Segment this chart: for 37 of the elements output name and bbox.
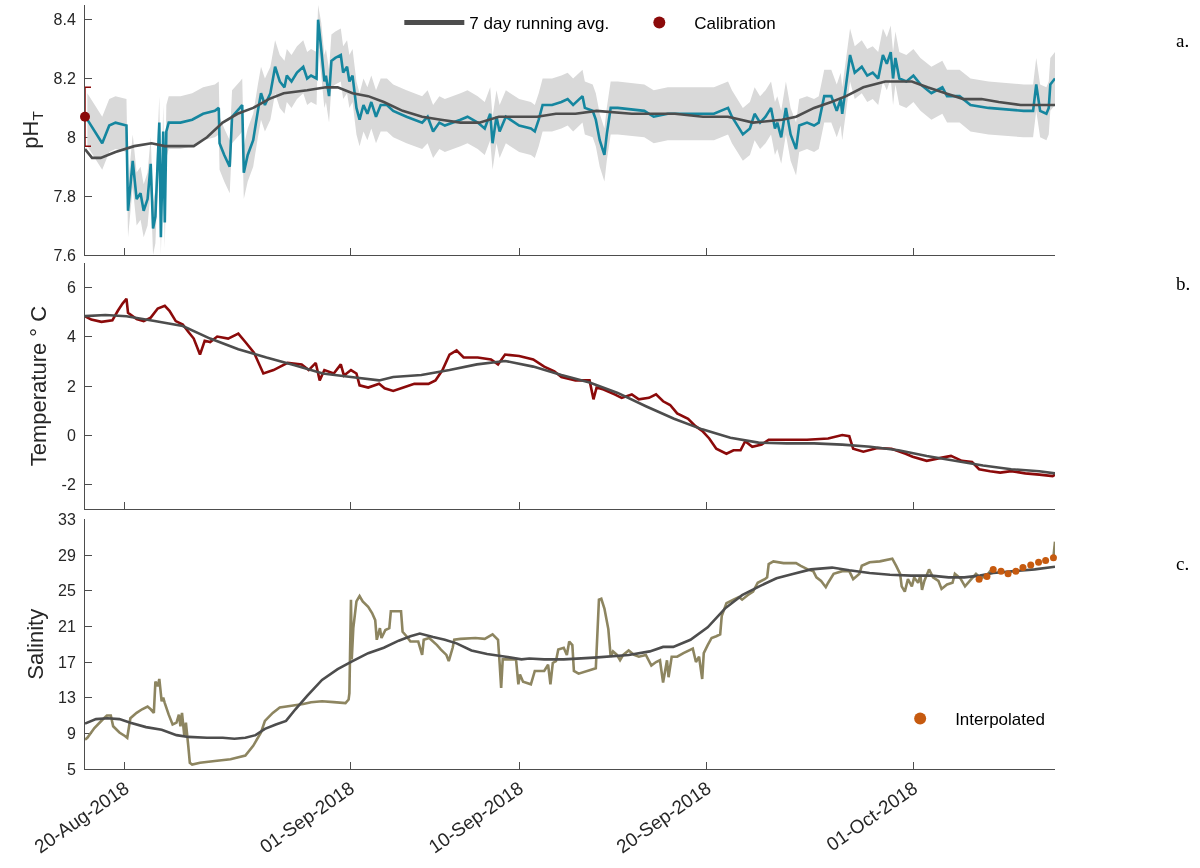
y-tick-label: 21 [58,618,76,636]
legend-label: Calibration [694,14,776,34]
y-tick-label: 8.4 [53,11,76,29]
y-tick-label: 6 [66,279,76,297]
text: c. [1176,553,1190,574]
y-tick-label: 5 [66,760,76,778]
y-tick-label: 13 [58,689,76,707]
legend-label: 7 day running avg. [469,14,610,34]
point [1004,570,1012,578]
y-tick-label: 7.8 [53,187,76,205]
y-tick-label: 8.2 [53,70,76,88]
point [975,575,983,583]
point [1019,564,1027,572]
y-axis-title: Salinity [22,608,48,680]
y-tick-label: 33 [58,511,76,529]
point [989,565,997,573]
point [997,567,1005,575]
y-axis-title: Temperature ° C [26,305,52,467]
point [1027,561,1035,569]
point [983,573,991,580]
point [1035,558,1043,566]
y-tick-label: 9 [66,724,76,742]
y-tick-label: 17 [58,653,76,671]
y-tick-label: 0 [66,426,76,444]
point [1012,567,1020,575]
y-tick-label: 7.6 [53,246,76,264]
legend-label: Interpolated [955,710,1045,730]
text: a. [1176,30,1190,51]
point [1042,556,1050,564]
y-tick-label: 25 [58,582,76,600]
y-tick-label: 8 [66,128,76,146]
point [1049,554,1057,562]
text: b. [1176,273,1191,294]
y-tick-label: 29 [58,546,76,564]
y-tick-label: 4 [66,328,76,346]
y-tick-label: -2 [61,476,76,494]
y-tick-label: 2 [66,377,76,395]
